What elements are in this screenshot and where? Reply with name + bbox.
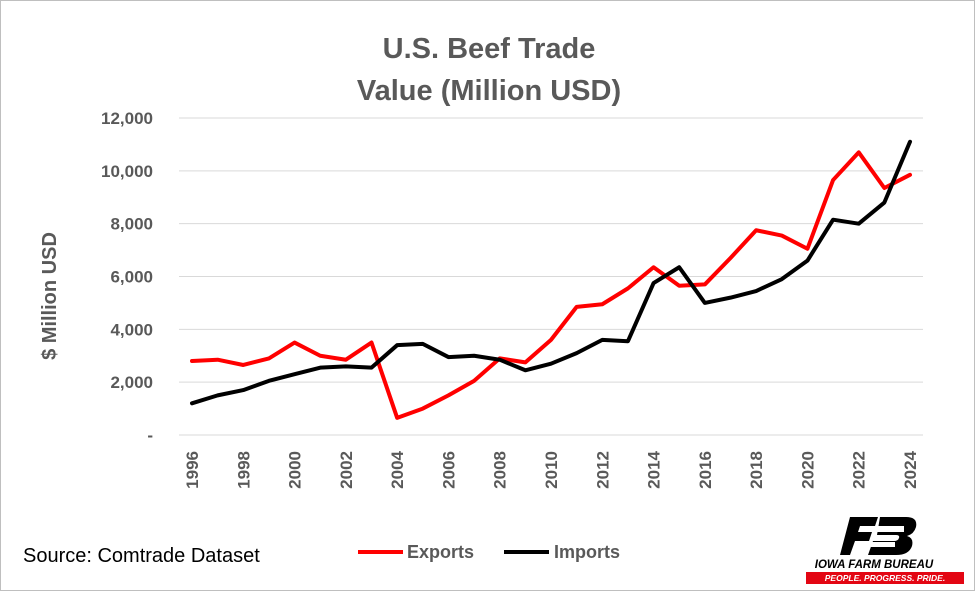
y-axis-ticks: - 2,000 4,000 6,000 8,000 10,000 12,000 — [101, 109, 153, 445]
y-tick-label: 2,000 — [110, 373, 153, 392]
series-line-imports — [190, 139, 912, 406]
y-tick-label: 4,000 — [110, 320, 153, 339]
x-tick-label: 1998 — [234, 451, 253, 489]
x-axis-ticks: 1996 1998 2000 2002 2004 2006 2008 2010 2012 2014… — [183, 450, 920, 488]
y-tick-label: - — [147, 426, 153, 445]
y-tick-label: 12,000 — [101, 109, 153, 128]
y-axis-label: $ Million USD — [39, 232, 61, 360]
logo-tagline: PEOPLE. PROGRESS. PRIDE. — [825, 573, 945, 583]
x-tick-label: 2002 — [337, 451, 356, 489]
x-tick-label: 2008 — [491, 451, 510, 489]
x-tick-label: 2004 — [388, 450, 407, 488]
x-tick-label: 2016 — [696, 451, 715, 489]
series-lines — [190, 139, 912, 420]
y-tick-label: 8,000 — [110, 215, 153, 234]
fb-logo-mark — [840, 517, 917, 555]
logo-name: IOWA FARM BUREAU — [815, 559, 934, 571]
source-note: Source: Comtrade Dataset — [23, 545, 260, 567]
chart-title-line-2: Value (Million USD) — [357, 75, 621, 107]
gridlines — [179, 117, 923, 436]
x-tick-label: 2010 — [542, 451, 561, 489]
chart-title-line-1: U.S. Beef Trade — [383, 33, 596, 65]
x-tick-label: 2022 — [850, 451, 869, 489]
x-tick-label: 2012 — [593, 451, 612, 489]
x-tick-label: 2024 — [901, 450, 920, 488]
x-tick-label: 2020 — [798, 451, 817, 489]
x-tick-label: 2018 — [747, 451, 766, 489]
x-tick-label: 2014 — [645, 450, 664, 488]
logo-tagline-band — [806, 572, 964, 584]
legend-label-exports: Exports — [407, 542, 474, 562]
iowa-farm-bureau-logo: IOWA FARM BUREAU PEOPLE. PROGRESS. PRIDE… — [806, 517, 964, 584]
legend: Exports Imports — [358, 542, 620, 562]
y-tick-label: 10,000 — [101, 162, 153, 181]
y-tick-label: 6,000 — [110, 268, 153, 287]
legend-label-imports: Imports — [554, 542, 620, 562]
series-line-exports — [190, 150, 912, 420]
x-tick-label: 2006 — [439, 451, 458, 489]
x-tick-label: 1996 — [183, 451, 202, 489]
x-tick-label: 2000 — [286, 451, 305, 489]
